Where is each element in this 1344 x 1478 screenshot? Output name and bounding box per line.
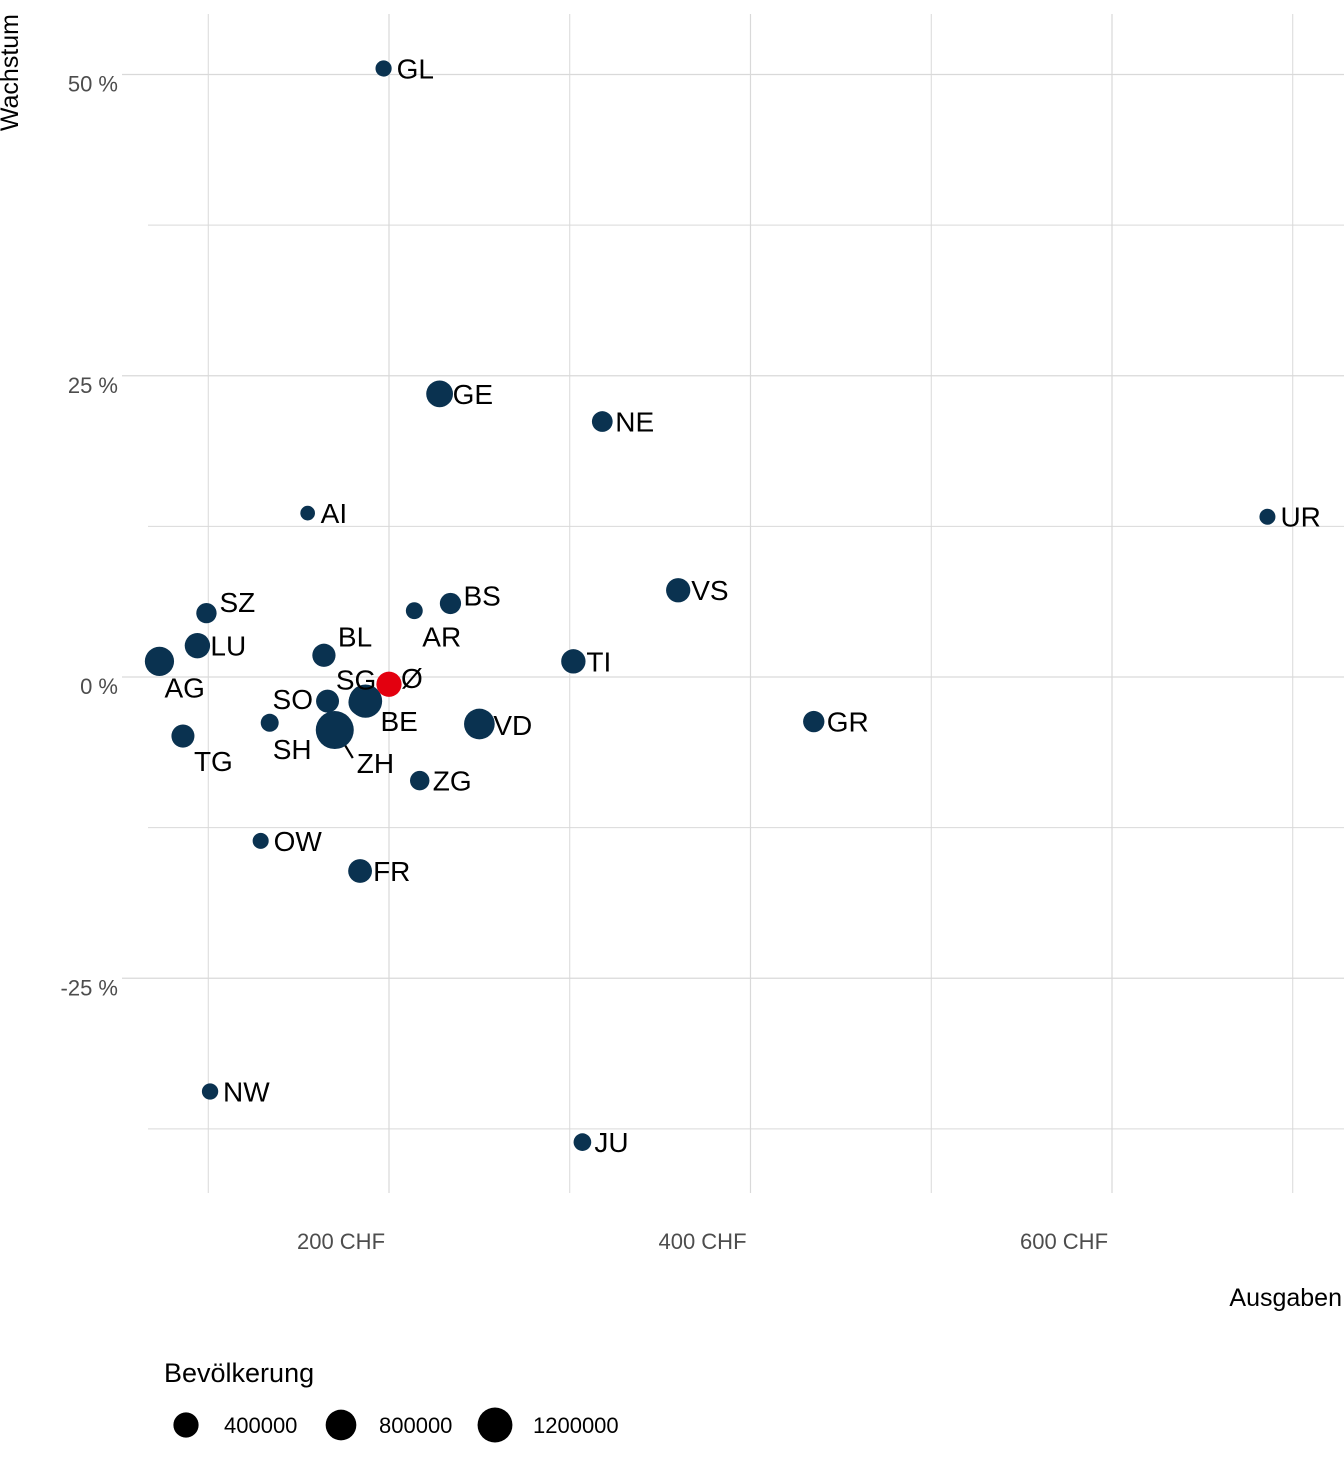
y-tick-label: 25 % [68, 373, 118, 398]
legend-title: Bevölkerung [164, 1358, 314, 1388]
data-point-ow [252, 832, 269, 849]
data-point-bs [439, 592, 462, 615]
legend-label-400000: 400000 [224, 1413, 297, 1438]
point-label-ar: AR [422, 622, 461, 653]
point-label-ti: TI [586, 646, 611, 677]
point-label-ow: OW [274, 826, 323, 857]
data-point-zh [315, 711, 354, 750]
point-label-gr: GR [827, 707, 869, 738]
minor-gridlines [148, 14, 1344, 1193]
y-axis-title: Wachstum [0, 14, 24, 131]
legend-key-400000 [173, 1412, 199, 1438]
point-label-ur: UR [1280, 502, 1320, 533]
x-tick-label: 400 CHF [658, 1229, 746, 1254]
point-label-sg: SG [336, 664, 376, 695]
data-point-vs [666, 578, 691, 603]
point-label-zh: ZH [357, 748, 394, 779]
x-tick-label: 600 CHF [1020, 1229, 1108, 1254]
point-label-zg: ZG [433, 766, 472, 797]
data-point-ju [573, 1133, 592, 1151]
legend-label-800000: 800000 [379, 1413, 452, 1438]
point-label-average: Ø [401, 663, 423, 694]
point-label-ai: AI [321, 498, 347, 529]
data-point-zg [410, 770, 430, 791]
data-point-sz [196, 602, 217, 624]
point-label-ju: JU [594, 1127, 628, 1158]
data-point-sg [348, 688, 376, 716]
data-point-bl [312, 643, 336, 667]
point-label-tg: TG [194, 746, 233, 777]
data-point-gr [803, 710, 825, 733]
data-point-gl [375, 60, 392, 77]
data-point-ar [405, 602, 423, 620]
point-label-ag: AG [164, 672, 204, 703]
major-gridlines [122, 14, 1344, 1193]
legend-key-1200000 [477, 1407, 513, 1443]
point-label-vs: VS [691, 575, 728, 606]
data-point-tg [171, 724, 195, 748]
point-label-vd: VD [493, 710, 532, 741]
point-label-lu: LU [210, 631, 246, 662]
point-label-ge: GE [453, 379, 493, 410]
point-label-nw: NW [223, 1077, 270, 1108]
point-label-gl: GL [397, 53, 434, 84]
data-point-average [376, 671, 402, 697]
data-point-ur [1259, 508, 1276, 525]
x-axis-tick-labels: 200 CHF 400 CHF 600 CHF [297, 1229, 1108, 1254]
data-point-vd [464, 708, 495, 740]
point-label-bl: BL [338, 621, 372, 652]
point-label-be: BE [381, 706, 418, 737]
data-point-nw [201, 1083, 219, 1100]
data-point-so [316, 689, 340, 713]
data-point-ne [591, 411, 613, 432]
size-legend: Bevölkerung 400000 800000 1200000 [164, 1358, 619, 1443]
y-axis-tick-labels: 50 % 25 % 0 % -25 % [61, 72, 118, 1001]
y-tick-label: 50 % [68, 72, 118, 97]
y-tick-label: -25 % [61, 975, 118, 1000]
data-point-fr [348, 859, 372, 883]
data-point-ge [426, 380, 453, 408]
data-point-ti [561, 649, 586, 674]
data-point-ag [144, 646, 175, 676]
legend-key-800000 [325, 1409, 357, 1441]
point-labels: GL GE NE AI UR VS BS SZ AR LU BL AG TI Ø SG SO TG SH ZH BE V… [164, 53, 1320, 1158]
y-tick-label: 0 % [80, 674, 118, 699]
point-label-ne: NE [615, 407, 654, 438]
point-label-so: SO [273, 684, 313, 715]
x-axis-title: Ausgaben [1229, 1284, 1342, 1312]
point-label-fr: FR [373, 856, 410, 887]
data-point-lu [184, 632, 211, 659]
data-point-ai [300, 505, 315, 521]
point-label-sh: SH [273, 734, 312, 765]
x-tick-label: 200 CHF [297, 1229, 385, 1254]
data-point-sh [260, 713, 279, 732]
point-label-sz: SZ [219, 587, 255, 618]
legend-label-1200000: 1200000 [533, 1413, 619, 1438]
point-label-bs: BS [463, 580, 500, 611]
data-points [144, 60, 1276, 1151]
